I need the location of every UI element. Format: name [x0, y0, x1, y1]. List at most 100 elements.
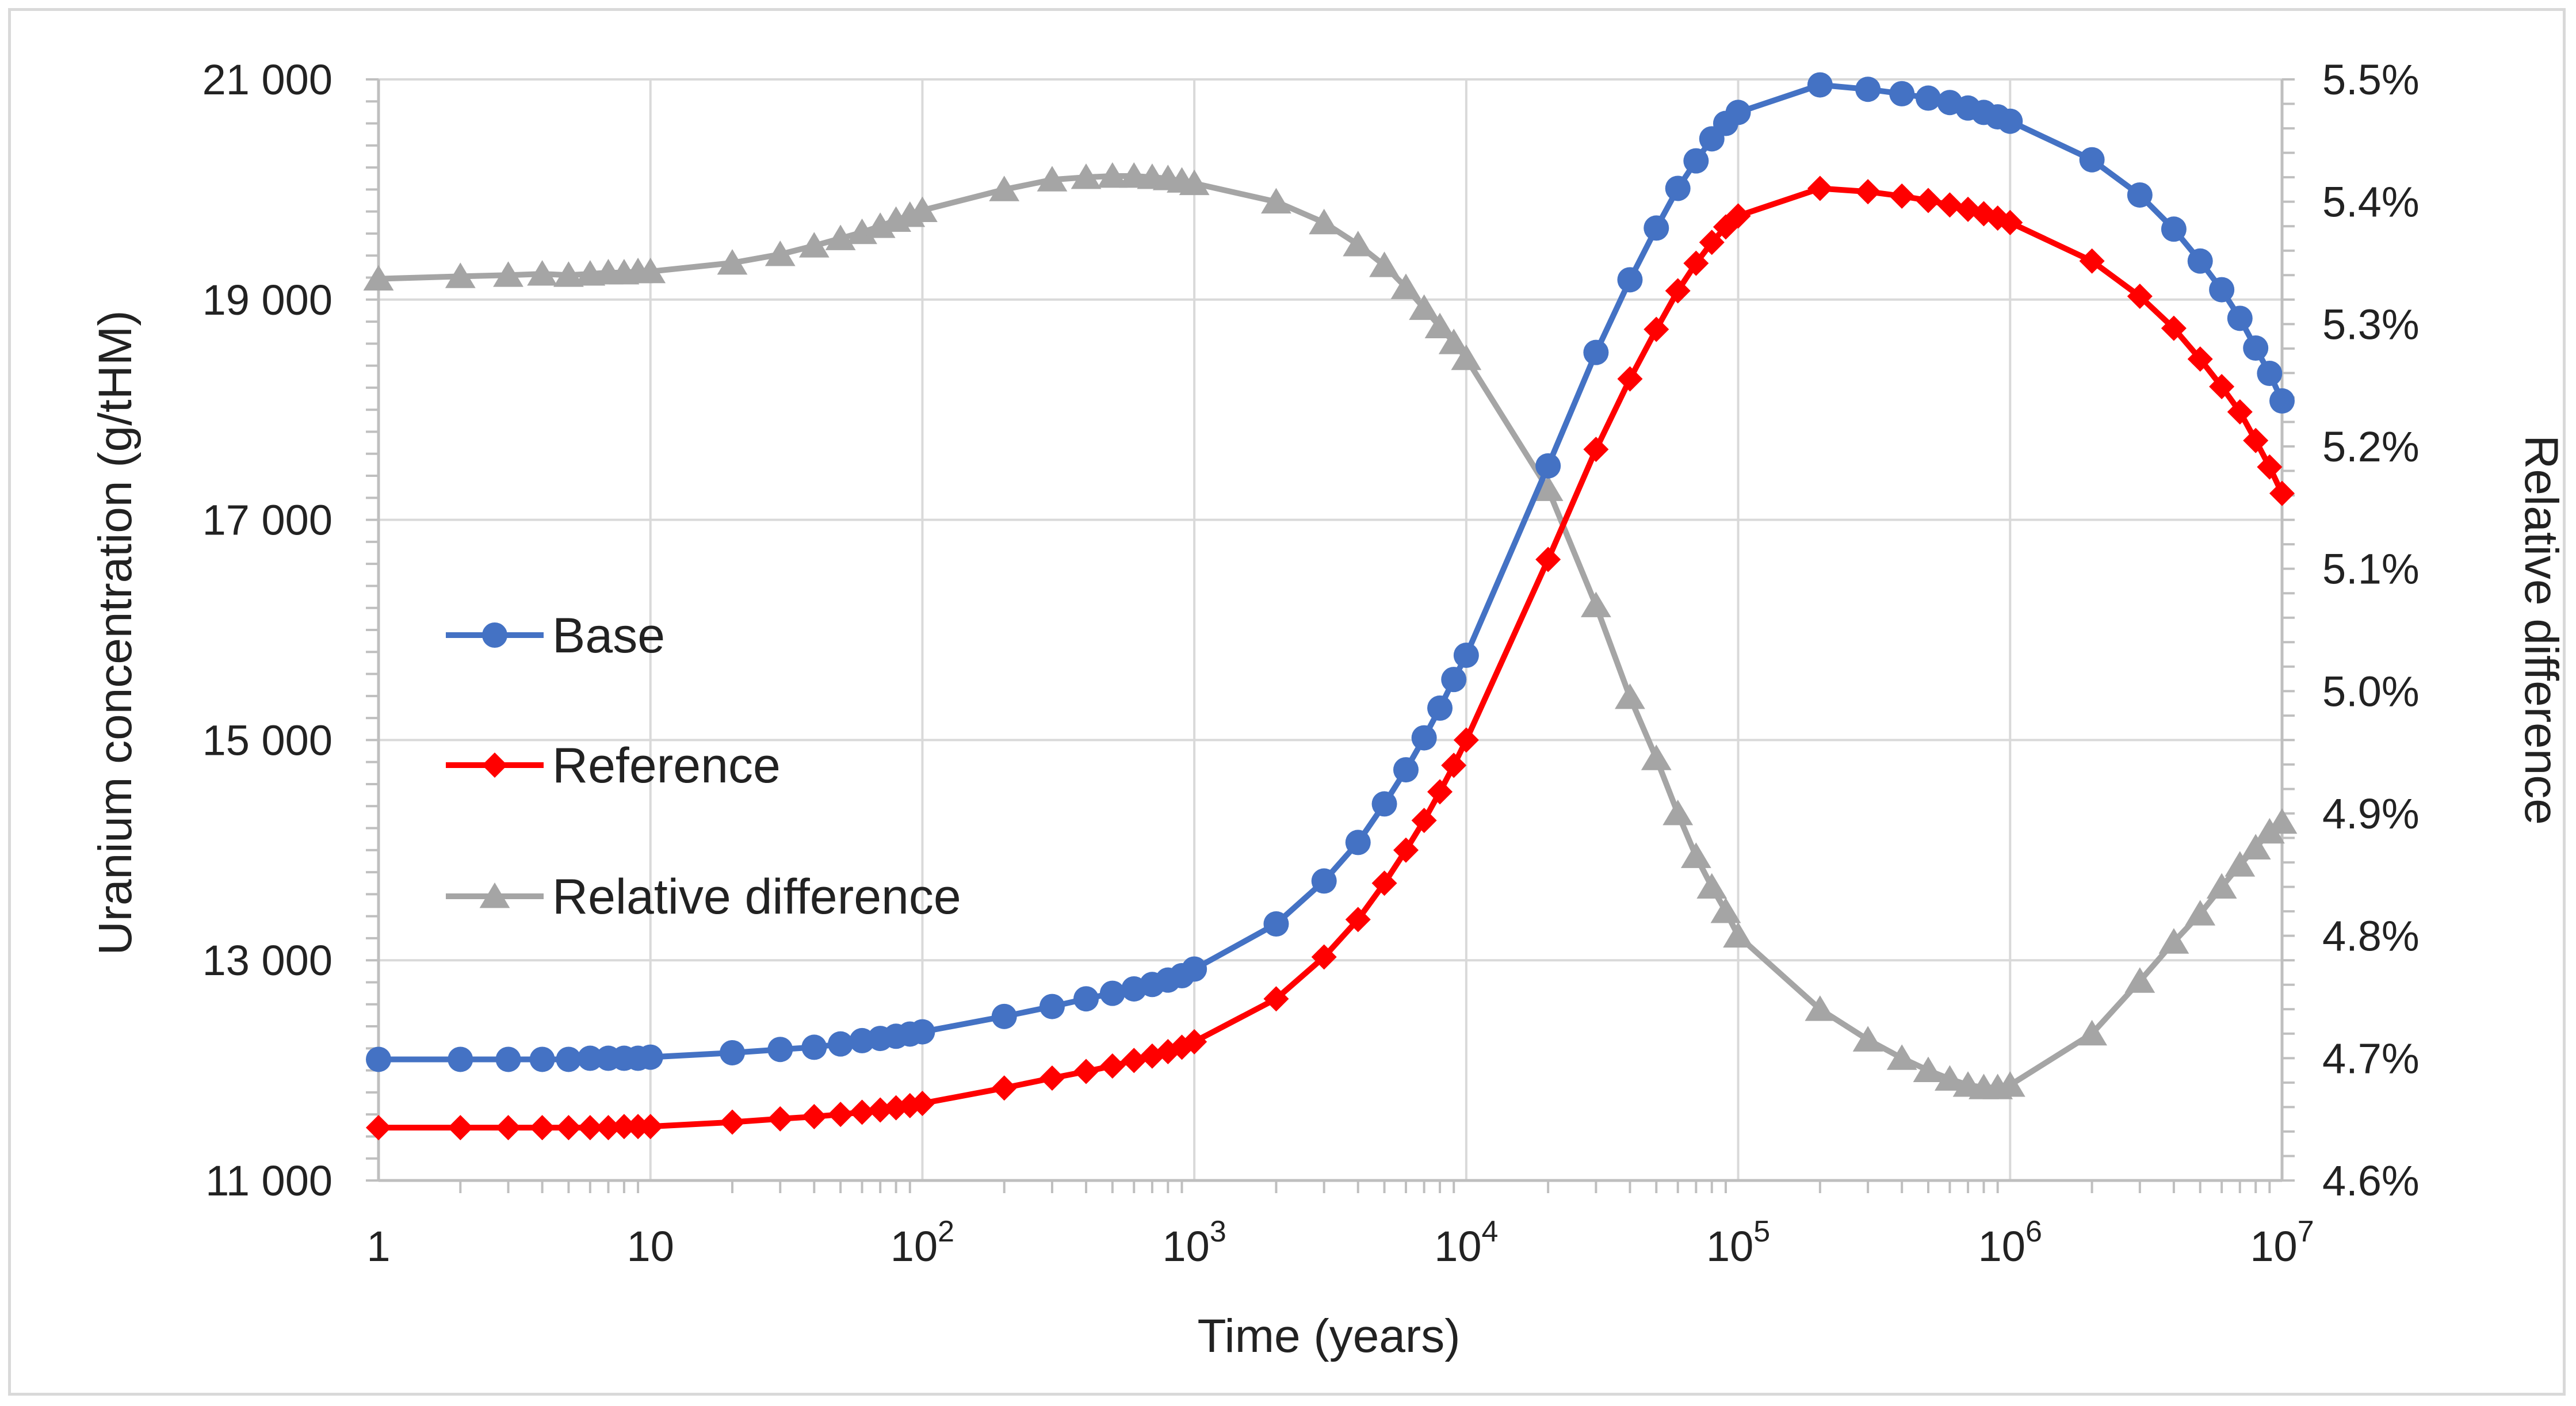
data-point-reference: [577, 1115, 603, 1141]
data-point-relative-difference: [1179, 169, 1210, 196]
data-point-reference: [611, 1114, 637, 1140]
legend-marker-relative-difference: [479, 882, 510, 908]
legend-marker-reference: [482, 752, 507, 778]
right-y-tick-label: 5.0%: [2322, 667, 2420, 715]
data-point-base: [828, 1031, 854, 1057]
data-point-base: [1371, 791, 1397, 817]
data-point-reference: [2227, 399, 2253, 425]
data-point-relative-difference: [798, 232, 830, 258]
data-point-reference: [1453, 727, 1479, 753]
x-axis-title: Time (years): [1197, 1310, 1460, 1362]
data-point-relative-difference: [1641, 744, 1672, 770]
data-point-base: [1099, 980, 1125, 1006]
data-point-relative-difference: [363, 265, 394, 291]
data-point-relative-difference: [1580, 591, 1611, 617]
data-point-relative-difference: [1451, 344, 1482, 370]
data-point-base: [1535, 453, 1561, 479]
legend: Base Reference Relative difference: [446, 608, 961, 924]
data-point-base: [448, 1046, 473, 1072]
data-point-relative-difference: [2206, 873, 2237, 899]
data-point-relative-difference: [1662, 800, 1694, 826]
data-point-relative-difference: [1852, 1026, 1883, 1052]
data-point-base: [1997, 108, 2023, 134]
x-tick-label: 105: [1706, 1215, 1770, 1270]
data-point-relative-difference: [445, 262, 476, 288]
data-point-base: [2127, 182, 2153, 208]
legend-label-relative-difference: Relative difference: [552, 869, 961, 924]
data-point-base: [1683, 148, 1709, 174]
series-relative-difference: [363, 162, 2298, 1099]
data-point-relative-difference: [553, 261, 584, 287]
data-point-reference: [495, 1115, 521, 1141]
data-point-reference: [1617, 366, 1643, 392]
data-point-relative-difference: [1615, 683, 1645, 709]
data-point-reference: [767, 1106, 793, 1132]
data-point-relative-difference: [765, 240, 796, 266]
data-point-base: [1807, 72, 1833, 98]
data-point-reference: [1535, 547, 1561, 572]
data-point-base: [1855, 77, 1881, 102]
x-tick-label: 103: [1163, 1215, 1226, 1270]
data-point-reference: [1889, 183, 1915, 209]
data-point-relative-difference: [2124, 967, 2155, 993]
data-point-relative-difference: [2185, 900, 2216, 926]
data-point-relative-difference: [717, 249, 748, 275]
x-tick-label: 10: [627, 1222, 674, 1270]
legend-label-reference: Reference: [552, 738, 781, 793]
data-point-base: [801, 1034, 827, 1060]
data-point-base: [366, 1046, 391, 1072]
data-point-relative-difference: [2077, 1019, 2107, 1046]
data-point-base: [2227, 305, 2253, 331]
data-point-reference: [991, 1075, 1017, 1101]
right-y-tick-label: 5.1%: [2322, 545, 2420, 593]
data-point-base: [1427, 695, 1453, 721]
series-reference: [366, 175, 2295, 1141]
data-point-relative-difference: [1097, 162, 1128, 188]
data-point-reference: [1073, 1059, 1099, 1084]
data-point-relative-difference: [527, 260, 558, 286]
data-point-base: [1665, 175, 1691, 201]
right-y-tick-label: 4.8%: [2322, 912, 2420, 960]
data-point-base: [1263, 911, 1289, 937]
data-point-reference: [2269, 480, 2295, 506]
data-point-base: [2187, 248, 2213, 274]
data-point-base: [1073, 986, 1099, 1012]
data-point-reference: [556, 1115, 582, 1141]
data-point-reference: [1915, 188, 1941, 213]
data-point-relative-difference: [1409, 294, 1440, 320]
data-point-relative-difference: [493, 261, 523, 287]
data-point-base: [1311, 868, 1337, 894]
right-y-tick-label: 4.9%: [2322, 790, 2420, 838]
data-point-relative-difference: [1037, 166, 1068, 192]
data-point-base: [1617, 267, 1643, 293]
data-point-reference: [1583, 437, 1609, 463]
data-point-reference: [1311, 944, 1337, 970]
data-point-base: [1345, 830, 1371, 855]
data-point-relative-difference: [1805, 995, 1836, 1021]
data-point-reference: [1411, 808, 1437, 834]
data-point-relative-difference: [989, 175, 1020, 201]
right-y-tick-label: 5.2%: [2322, 423, 2420, 471]
data-point-relative-difference: [1994, 1071, 2025, 1097]
data-point-reference: [2243, 427, 2269, 453]
data-point-base: [1411, 725, 1437, 751]
data-point-reference: [1099, 1053, 1125, 1079]
data-point-relative-difference: [1935, 1065, 1965, 1091]
right-y-axis-title: Relative difference: [2515, 435, 2567, 825]
data-point-base: [2257, 361, 2283, 387]
data-point-relative-difference: [1680, 842, 1711, 868]
data-point-base: [577, 1045, 603, 1071]
right-y-tick-label: 4.7%: [2322, 1034, 2420, 1082]
data-point-relative-difference: [2240, 834, 2271, 859]
data-point-base: [1393, 757, 1419, 783]
data-point-reference: [1121, 1048, 1147, 1073]
right-y-tick-label: 5.3%: [2322, 300, 2420, 348]
data-point-reference: [2079, 248, 2105, 274]
data-point-reference: [366, 1115, 391, 1141]
data-point-reference: [1182, 1029, 1207, 1054]
data-point-reference: [529, 1115, 555, 1141]
data-point-reference: [2209, 374, 2235, 400]
data-point-base: [495, 1046, 521, 1072]
data-point-base: [1441, 667, 1467, 693]
left-y-tick-label: 11 000: [205, 1157, 332, 1205]
